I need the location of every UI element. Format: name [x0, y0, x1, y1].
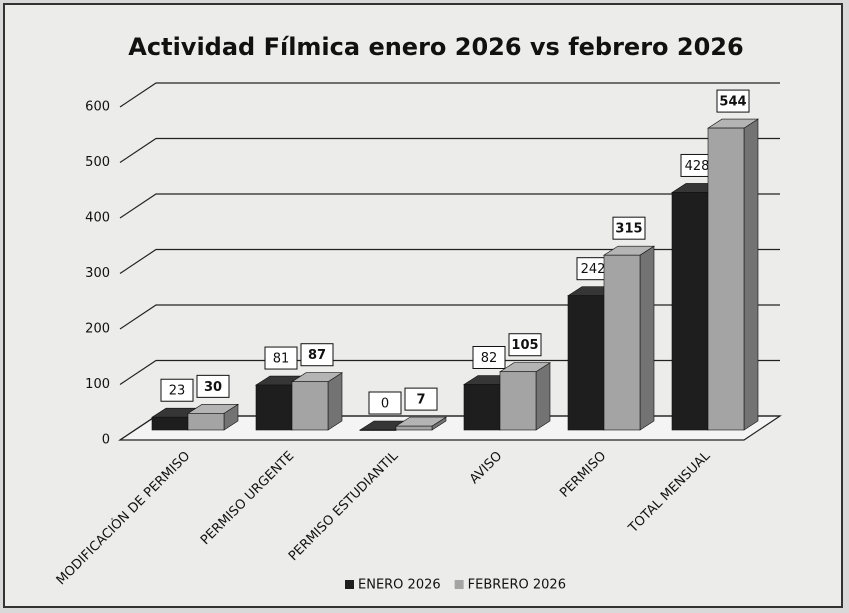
bar-side [535, 362, 551, 431]
value-label: 105 [511, 338, 538, 353]
bar-front [187, 413, 225, 431]
value-label-box [472, 345, 506, 369]
bar-front [567, 295, 605, 431]
value-label-box [264, 346, 298, 370]
value-label: 23 [169, 384, 186, 399]
chart-title: Actividad Fílmica enero 2026 vs febrero … [128, 33, 743, 61]
bar-front [395, 425, 433, 431]
legend-label: ENERO 2026 [358, 578, 441, 593]
legend-swatch [454, 580, 464, 589]
y-tick-label: 300 [85, 266, 110, 281]
value-label: 544 [719, 95, 746, 110]
bar-side [743, 118, 759, 431]
bar-front [255, 384, 293, 431]
value-label-box [196, 374, 230, 398]
value-label: 242 [581, 262, 606, 277]
y-tick-label: 200 [85, 322, 110, 337]
bar-front [463, 384, 501, 431]
grid-line [119, 248, 780, 274]
value-label-box [300, 343, 334, 367]
value-label-box [160, 378, 194, 402]
grid-line [119, 193, 780, 219]
bar [394, 416, 448, 431]
y-tick-label: 0 [102, 433, 110, 448]
bar-front [603, 254, 641, 431]
bar-front [499, 371, 537, 431]
value-label-box [368, 391, 402, 415]
bar-side [327, 372, 343, 431]
value-label: 30 [204, 380, 222, 395]
value-label-box [404, 387, 438, 411]
grid-line [119, 82, 780, 108]
bar [602, 245, 656, 431]
value-label-box [716, 89, 750, 113]
grid-line [119, 137, 780, 163]
bar [498, 362, 552, 431]
y-tick-label: 100 [85, 377, 110, 392]
bar-front [707, 127, 745, 431]
bar [290, 372, 344, 431]
value-label: 0 [381, 397, 389, 412]
bar-front [359, 429, 397, 431]
value-label: 428 [685, 159, 710, 174]
bar-front [671, 192, 709, 431]
value-label-box [612, 216, 646, 240]
value-label: 7 [416, 393, 425, 408]
value-label: 87 [308, 348, 326, 363]
value-label: 81 [273, 352, 290, 367]
y-tick-label: 400 [85, 211, 110, 226]
bar-front [291, 381, 329, 431]
legend-swatch [345, 580, 354, 589]
value-label-box [508, 333, 542, 357]
value-label: 315 [615, 222, 642, 237]
bar-front [151, 416, 189, 431]
legend-label: FEBRERO 2026 [468, 578, 566, 593]
value-label: 82 [481, 351, 498, 366]
y-tick-label: 600 [85, 100, 110, 115]
bar [706, 118, 760, 431]
bar-side [639, 245, 655, 431]
bar [186, 403, 240, 431]
y-tick-label: 500 [85, 155, 110, 170]
